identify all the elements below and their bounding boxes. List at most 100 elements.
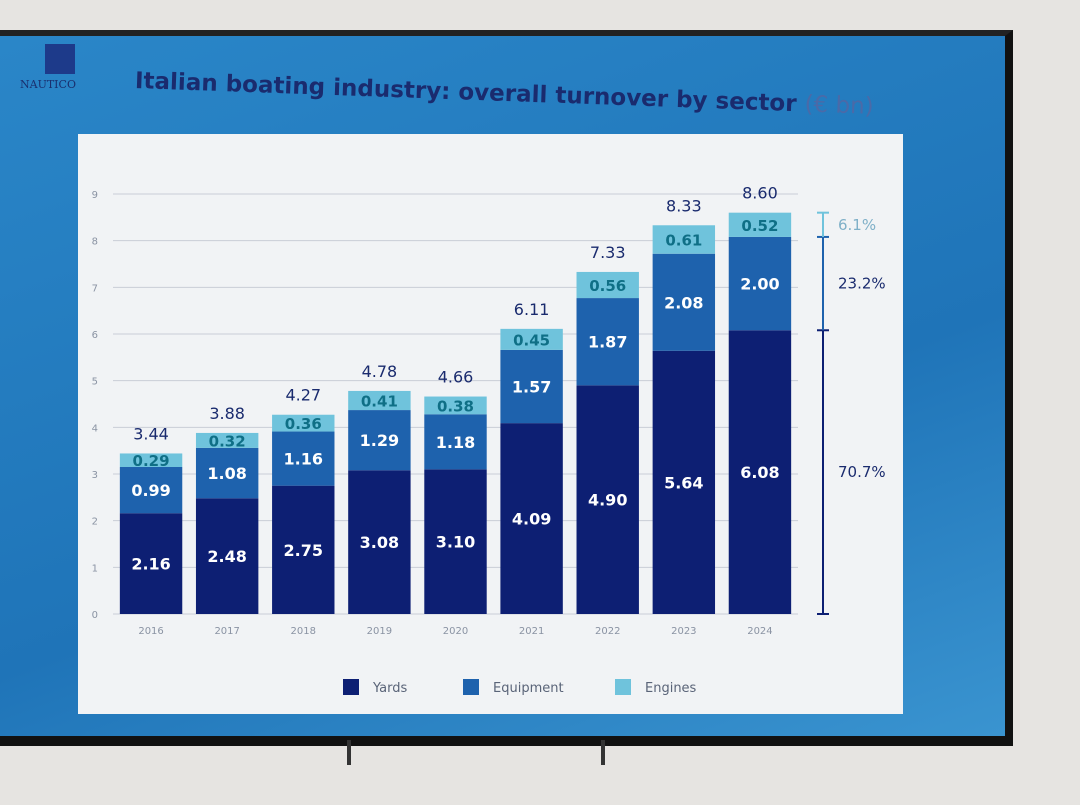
legend-swatch-yards [343,679,359,695]
bar-equipment [195,447,259,499]
data-label: 1.57 [512,378,551,397]
share-label: 23.2% [838,275,886,293]
bar-yards [424,469,487,614]
x-tick-label: 2017 [214,626,239,637]
data-label: 0.38 [437,397,474,415]
data-label: 4.09 [512,510,551,529]
y-tick-label: 7 [92,283,98,294]
bar-engines [424,396,487,415]
data-label: 3.10 [436,533,475,552]
legend-label: Engines [645,681,697,696]
data-label: 0.41 [361,393,398,411]
data-label: 4.90 [588,491,627,510]
y-tick-label: 5 [92,377,98,388]
data-label: 5.64 [664,473,703,492]
total-label: 3.88 [209,404,245,423]
data-label: 2.16 [131,555,170,574]
x-tick-label: 2023 [671,626,696,637]
title-text: Italian boating industry: overall turnov… [134,68,798,118]
bar-yards [500,423,563,614]
data-label: 3.08 [360,533,399,552]
bar-engines [728,212,792,237]
bar-engines [652,225,716,254]
bar-equipment [576,298,639,386]
total-label: 3.44 [133,424,169,443]
data-label: 6.08 [740,463,779,482]
total-label: 4.27 [285,386,321,405]
bar-engines [272,414,335,432]
y-tick-label: 4 [92,423,98,434]
y-tick-label: 1 [92,563,98,574]
data-label: 2.48 [207,547,246,566]
data-label: 0.29 [133,452,170,470]
y-tick-label: 8 [92,237,98,248]
total-label: 4.78 [362,362,398,381]
data-label: 1.29 [360,431,399,450]
y-tick-label: 0 [92,610,98,621]
legend-label: Equipment [493,681,564,696]
bar-yards [348,470,411,614]
data-label: 1.16 [284,450,323,469]
bar-engines [348,390,411,411]
total-label: 7.33 [590,243,626,262]
x-tick-label: 2018 [291,626,316,637]
bar-yards [272,485,335,614]
legend-swatch-engines [615,679,631,695]
x-tick-label: 2024 [747,626,772,637]
share-label: 6.1% [838,216,876,234]
y-tick-label: 3 [92,470,98,481]
bar-equipment [272,431,335,486]
bar-equipment [348,410,411,471]
y-tick-label: 2 [92,517,98,528]
bar-engines [576,271,639,299]
bar-yards [195,498,259,614]
bar-yards [119,513,183,614]
bar-equipment [119,467,183,514]
data-label: 0.61 [665,232,702,250]
x-tick-label: 2020 [443,626,468,637]
screen-mount [601,740,605,765]
data-label: 0.32 [209,432,246,450]
share-label: 70.7% [838,463,886,481]
logo-text: NAUTICO [20,78,76,91]
data-label: 0.36 [285,415,322,433]
legend-label: Yards [372,681,407,696]
total-label: 6.11 [514,300,550,319]
x-tick-label: 2022 [595,626,620,637]
chart-panel: 0 1 2 3 4 5 6 7 8 9 2.16 0.99 0.29 3.44 2016 2.48 1.08 0.… [78,134,903,714]
data-label: 0.99 [131,481,170,500]
y-tick-label: 6 [92,330,98,341]
data-label: 0.56 [589,277,626,295]
bar-yards [652,350,716,614]
x-tick-label: 2021 [519,626,544,637]
total-label: 4.66 [438,368,474,387]
data-label: 1.87 [588,333,627,352]
data-label: 0.45 [513,331,550,349]
total-label: 8.33 [666,196,702,215]
stacked-bar-chart: 0 1 2 3 4 5 6 7 8 9 2.16 0.99 0.29 3.44 2016 2.48 1.08 0.… [92,184,886,696]
bar-equipment [652,253,716,351]
bar-equipment [424,414,487,470]
screen-mount [347,740,351,765]
legend-swatch-equipment [463,679,479,695]
slide-title: Italian boating industry: overall turnov… [135,68,875,120]
bar-engines [500,328,563,350]
data-label: 0.52 [741,217,778,235]
data-label: 2.08 [664,293,703,312]
data-label: 1.08 [207,464,246,483]
bar-yards [728,330,792,614]
y-tick-label: 9 [92,190,98,201]
data-label: 2.00 [740,275,779,294]
x-tick-label: 2016 [138,626,163,637]
presentation-screen: NAUTICO Italian boating industry: overal… [0,30,1013,746]
title-unit: (€ bn) [804,91,875,120]
x-tick-label: 2019 [367,626,392,637]
bar-engines [119,453,183,467]
bar-engines [195,432,259,448]
data-label: 1.18 [436,433,475,452]
logo-icon [45,44,75,74]
total-label: 8.60 [742,184,778,203]
data-label: 2.75 [284,541,323,560]
bar-equipment [500,349,563,424]
bar-equipment [728,236,792,331]
